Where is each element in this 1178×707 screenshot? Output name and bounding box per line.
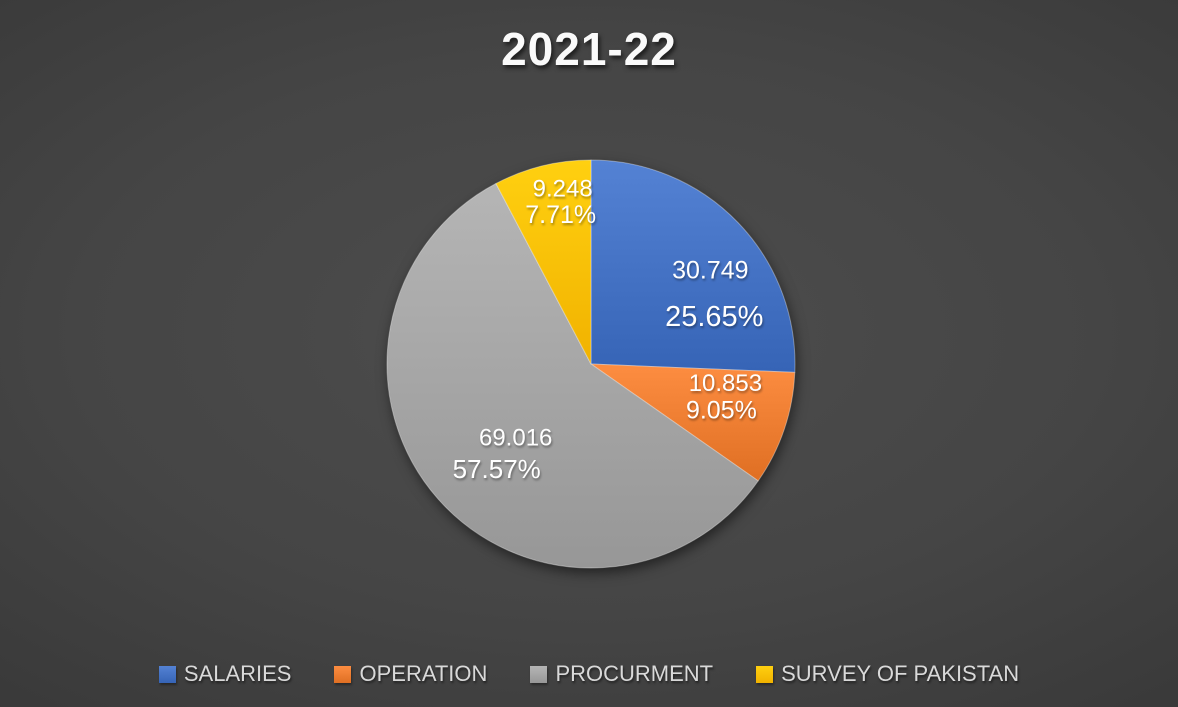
pie-value-label-salaries: 30.749 bbox=[672, 257, 748, 285]
pie-percent-label-survey-of-pakistan: 7.71% bbox=[525, 201, 596, 229]
pie-value-label-survey-of-pakistan: 9.248 bbox=[533, 176, 593, 203]
legend-item-salaries[interactable]: SALARIES bbox=[158, 661, 292, 687]
pie-percent-label-salaries: 25.65% bbox=[665, 301, 763, 333]
legend-item-label: OPERATION bbox=[359, 661, 488, 686]
pie-slices-group bbox=[386, 159, 796, 569]
legend-item-survey-of-pakistan[interactable]: SURVEY OF PAKISTAN bbox=[756, 661, 1019, 687]
pie-slice-salaries[interactable] bbox=[590, 159, 796, 373]
legend-color-swatch-icon bbox=[530, 665, 548, 683]
legend-color-swatch-icon bbox=[158, 665, 176, 683]
pie-slice-operation[interactable] bbox=[590, 363, 796, 482]
legend-item-label: SALARIES bbox=[183, 661, 292, 686]
legend-item-procurment[interactable]: PROCURMENT bbox=[530, 661, 713, 687]
pie-slice-survey-of-pakistan[interactable] bbox=[495, 159, 592, 365]
legend-item-label: SURVEY OF PAKISTAN bbox=[781, 661, 1020, 686]
legend-item-label: PROCURMENT bbox=[555, 661, 714, 686]
legend-color-swatch-icon bbox=[334, 665, 352, 683]
pie-value-label-operation: 10.853 bbox=[689, 370, 762, 397]
pie-slice-procurment[interactable] bbox=[386, 183, 759, 569]
legend-item-operation[interactable]: OPERATION bbox=[334, 661, 487, 687]
legend-color-swatch-icon bbox=[756, 665, 774, 683]
chart-legend: SALARIES OPERATION PROCURMENT SURVEY OF PAK… bbox=[0, 661, 1178, 687]
pie-percent-label-procurment: 57.57% bbox=[453, 454, 541, 484]
pie-percent-label-operation: 9.05% bbox=[686, 396, 757, 424]
chart-title: 2021-22 bbox=[501, 23, 677, 75]
pie-value-label-procurment: 69.016 bbox=[479, 425, 552, 452]
